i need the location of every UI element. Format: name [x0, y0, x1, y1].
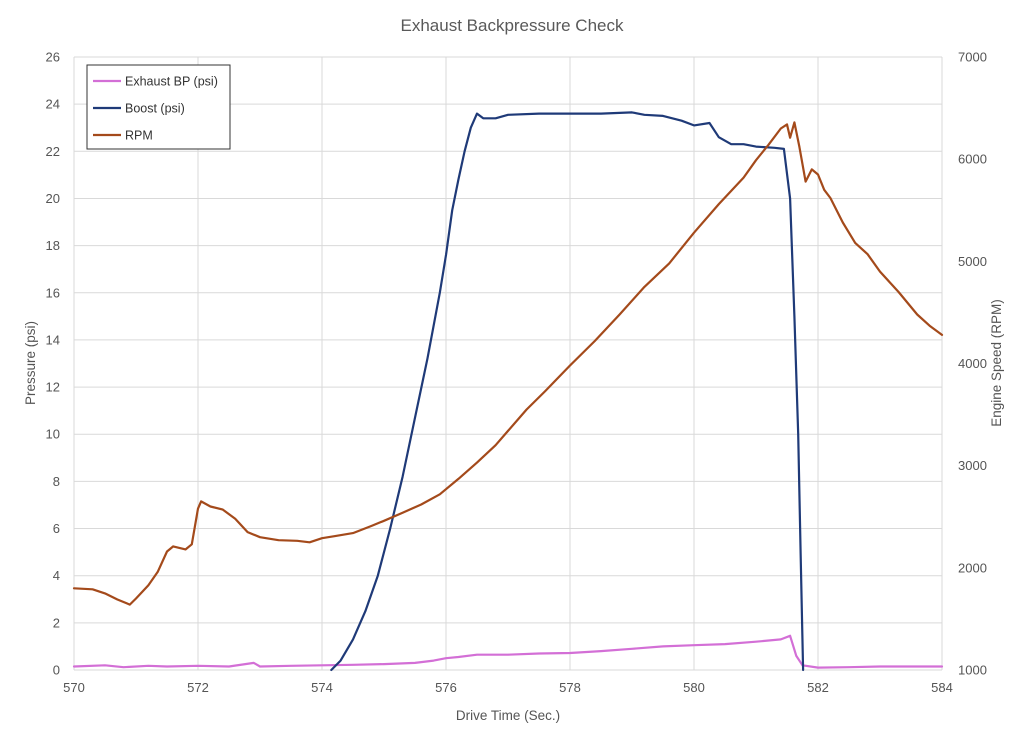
x-tick-label: 578 — [559, 680, 581, 695]
y-tick-label: 16 — [46, 285, 60, 300]
series-line-exhaust-bp-psi — [72, 634, 944, 669]
y-tick-label: 26 — [46, 50, 60, 65]
y-tick-label: 14 — [46, 332, 60, 347]
y-tick-label: 22 — [46, 144, 60, 159]
x-tick-label: 576 — [435, 680, 457, 695]
x-tick-label: 570 — [63, 680, 85, 695]
legend: Exhaust BP (psi) Boost (psi) RPM — [86, 64, 231, 150]
y-tick-label: 10 — [46, 427, 60, 442]
x-tick-label: 572 — [187, 680, 209, 695]
y-tick-label: 8 — [53, 474, 60, 489]
y2-tick-label: 1000 — [958, 663, 987, 678]
y2-tick-label: 4000 — [958, 356, 987, 371]
y-tick-label: 12 — [46, 380, 60, 395]
y2-tick-label: 2000 — [958, 560, 987, 575]
y2-tick-label: 7000 — [958, 50, 987, 65]
y2-tick-label: 5000 — [958, 254, 987, 269]
x-axis-title: Drive Time (Sec.) — [456, 708, 560, 723]
x-tick-label: 582 — [807, 680, 829, 695]
series-line-boost-psi — [330, 111, 805, 672]
series-line-rpm — [72, 121, 944, 606]
y-tick-label: 2 — [53, 615, 60, 630]
y-tick-label: 0 — [53, 663, 60, 678]
chart-title: Exhaust Backpressure Check — [401, 16, 624, 35]
grid — [73, 56, 943, 671]
y-axis-title: Pressure (psi) — [23, 321, 38, 405]
y-tick-label: 4 — [53, 568, 60, 583]
legend-label: Exhaust BP (psi) — [125, 75, 218, 89]
x-tick-label: 580 — [683, 680, 705, 695]
legend-label: Boost (psi) — [125, 102, 185, 116]
y2-axis-title: Engine Speed (RPM) — [989, 299, 1004, 427]
y2-tick-label: 6000 — [958, 152, 987, 167]
x-tick-label: 584 — [931, 680, 953, 695]
legend-label: RPM — [125, 129, 153, 143]
y-tick-label: 20 — [46, 191, 60, 206]
y-tick-label: 24 — [46, 97, 60, 112]
axes: 570 572 574 576 578 580 582 5840246810121416182… — [46, 50, 987, 696]
series-layer — [72, 111, 944, 672]
y-tick-label: 18 — [46, 238, 60, 253]
y-tick-label: 6 — [53, 521, 60, 536]
y2-tick-label: 3000 — [958, 458, 987, 473]
x-tick-label: 574 — [311, 680, 333, 695]
